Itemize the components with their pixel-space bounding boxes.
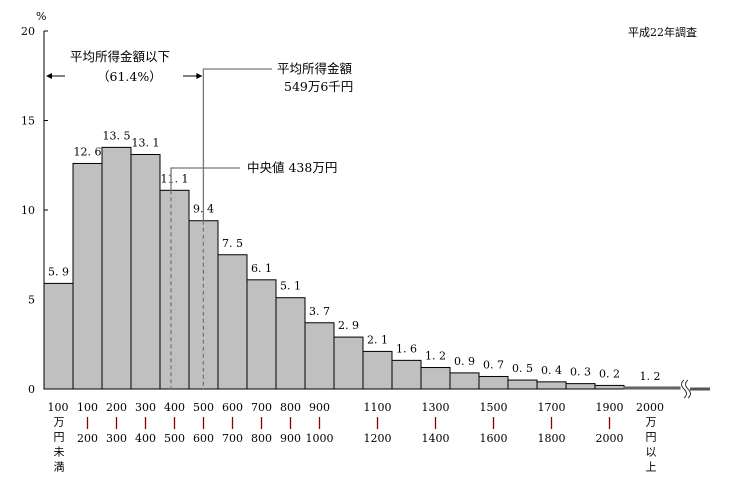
mean-label: 平均所得金額 <box>277 61 353 76</box>
x-tick-label-top: 1900 <box>596 401 624 414</box>
reference-lines <box>46 68 272 389</box>
survey-note: 平成22年調査 <box>628 25 697 39</box>
y-tick-label: 0 <box>28 383 35 396</box>
x-tick-label-bottom: 700 <box>222 432 243 445</box>
bar <box>159 189 190 390</box>
bar <box>304 322 335 390</box>
bar <box>478 375 509 390</box>
bar-value-label: 3. 7 <box>309 305 330 318</box>
axis-break-icon <box>681 379 691 399</box>
bar <box>420 367 451 390</box>
x-tick-labels: 100 100 200 200 300 300 400 400 500 500 600 600 700 7… <box>48 401 665 445</box>
bar-value-label: 13. 5 <box>103 129 131 142</box>
bar <box>72 162 103 390</box>
x-tick-label-under-100: 万円未満 <box>52 416 65 476</box>
bar <box>449 372 480 390</box>
x-tick-label-top: 300 <box>135 401 156 414</box>
mean-value: 549万6千円 <box>284 79 353 94</box>
x-tick-label-top: 1300 <box>422 401 450 414</box>
x-tick-label-bottom: 1600 <box>480 432 508 445</box>
x-tick-label-top: 1100 <box>364 401 392 414</box>
median-line <box>170 167 240 191</box>
bar-value-label: 0. 5 <box>512 362 533 375</box>
bar-value-label: 1. 2 <box>425 350 446 363</box>
bar-2000-plus <box>623 386 681 390</box>
x-tick-label-bottom: 2000 <box>596 432 624 445</box>
x-tick-label-top: 2000 <box>636 401 664 414</box>
y-tick-label: 10 <box>21 204 35 217</box>
x-tick-label-bottom: 200 <box>77 432 98 445</box>
x-tick-label-top: 900 <box>309 401 330 414</box>
y-tick-label: 5 <box>28 294 35 307</box>
bar-value-label: 5. 9 <box>48 265 69 278</box>
x-tick-label-top: 100 <box>48 401 69 414</box>
bar <box>130 154 161 390</box>
bar-value-label: 1. 2 <box>640 370 661 383</box>
bar <box>43 282 74 390</box>
x-tick-label-top: 100 <box>77 401 98 414</box>
bar <box>333 336 364 390</box>
x-tick-label-bottom: 1200 <box>364 432 392 445</box>
median-label: 中央値 438万円 <box>247 160 337 175</box>
bar-value-label: 11. 1 <box>161 172 189 185</box>
x-tick-label-top: 200 <box>106 401 127 414</box>
bar-value-label: 5. 1 <box>280 280 301 293</box>
x-tick-label-top: 1700 <box>538 401 566 414</box>
x-tick-label-bottom: 600 <box>193 432 214 445</box>
left-arrow-icon <box>46 73 52 79</box>
x-tick-label-top: 500 <box>193 401 214 414</box>
bar <box>565 383 596 390</box>
bar-value-label: 0. 2 <box>599 367 620 380</box>
bars: 5. 912. 613. 513. 111. 19. 47. 56. 15. 1… <box>43 129 681 390</box>
bar-value-label: 0. 3 <box>570 366 591 379</box>
bar <box>594 384 625 390</box>
x-tick-label-bottom: 400 <box>135 432 156 445</box>
bar-value-label: 12. 6 <box>74 145 102 158</box>
bar-value-label: 7. 5 <box>222 237 243 250</box>
x-tick-label-bottom: 1800 <box>538 432 566 445</box>
bar-value-label: 1. 6 <box>396 342 417 355</box>
below-mean-label: 平均所得金額以下 <box>70 49 170 64</box>
x-tick-label-top: 600 <box>222 401 243 414</box>
x-tick-label-top: 800 <box>280 401 301 414</box>
mean-line <box>202 68 272 221</box>
x-tick-label-bottom: 1400 <box>422 432 450 445</box>
x-tick-label-top: 400 <box>164 401 185 414</box>
bar <box>275 297 306 390</box>
x-tick-label-top: 1500 <box>480 401 508 414</box>
bar-value-label: 2. 1 <box>367 333 388 346</box>
bar <box>507 379 538 390</box>
below-mean-share: （61.4%） <box>97 69 162 84</box>
bar-value-label: 0. 7 <box>483 358 504 371</box>
bar <box>217 254 248 390</box>
bar-value-label: 0. 9 <box>454 355 475 368</box>
x-tick-label-bottom: 300 <box>106 432 127 445</box>
bar-value-label: 6. 1 <box>251 262 272 275</box>
y-tick-label: 20 <box>21 25 35 38</box>
bar <box>536 381 567 390</box>
x-tick-label-bottom: 1000 <box>306 432 334 445</box>
x-tick-label-bottom: 500 <box>164 432 185 445</box>
bar-value-label: 2. 9 <box>338 319 359 332</box>
bar <box>246 279 277 390</box>
bar <box>101 146 132 390</box>
bar <box>362 350 393 390</box>
y-tick-label: 15 <box>21 115 35 128</box>
bar <box>391 359 422 390</box>
y-axis-unit: % <box>36 10 46 23</box>
bar-value-label: 0. 4 <box>541 364 562 377</box>
right-arrow-icon <box>196 73 203 79</box>
x-tick-label-bottom: 800 <box>251 432 272 445</box>
x-tick-label-2000-plus: 万円以上 <box>644 416 657 476</box>
x-tick-label-bottom: 900 <box>280 432 301 445</box>
bar-value-label: 13. 1 <box>132 137 160 150</box>
x-tick-label-top: 700 <box>251 401 272 414</box>
